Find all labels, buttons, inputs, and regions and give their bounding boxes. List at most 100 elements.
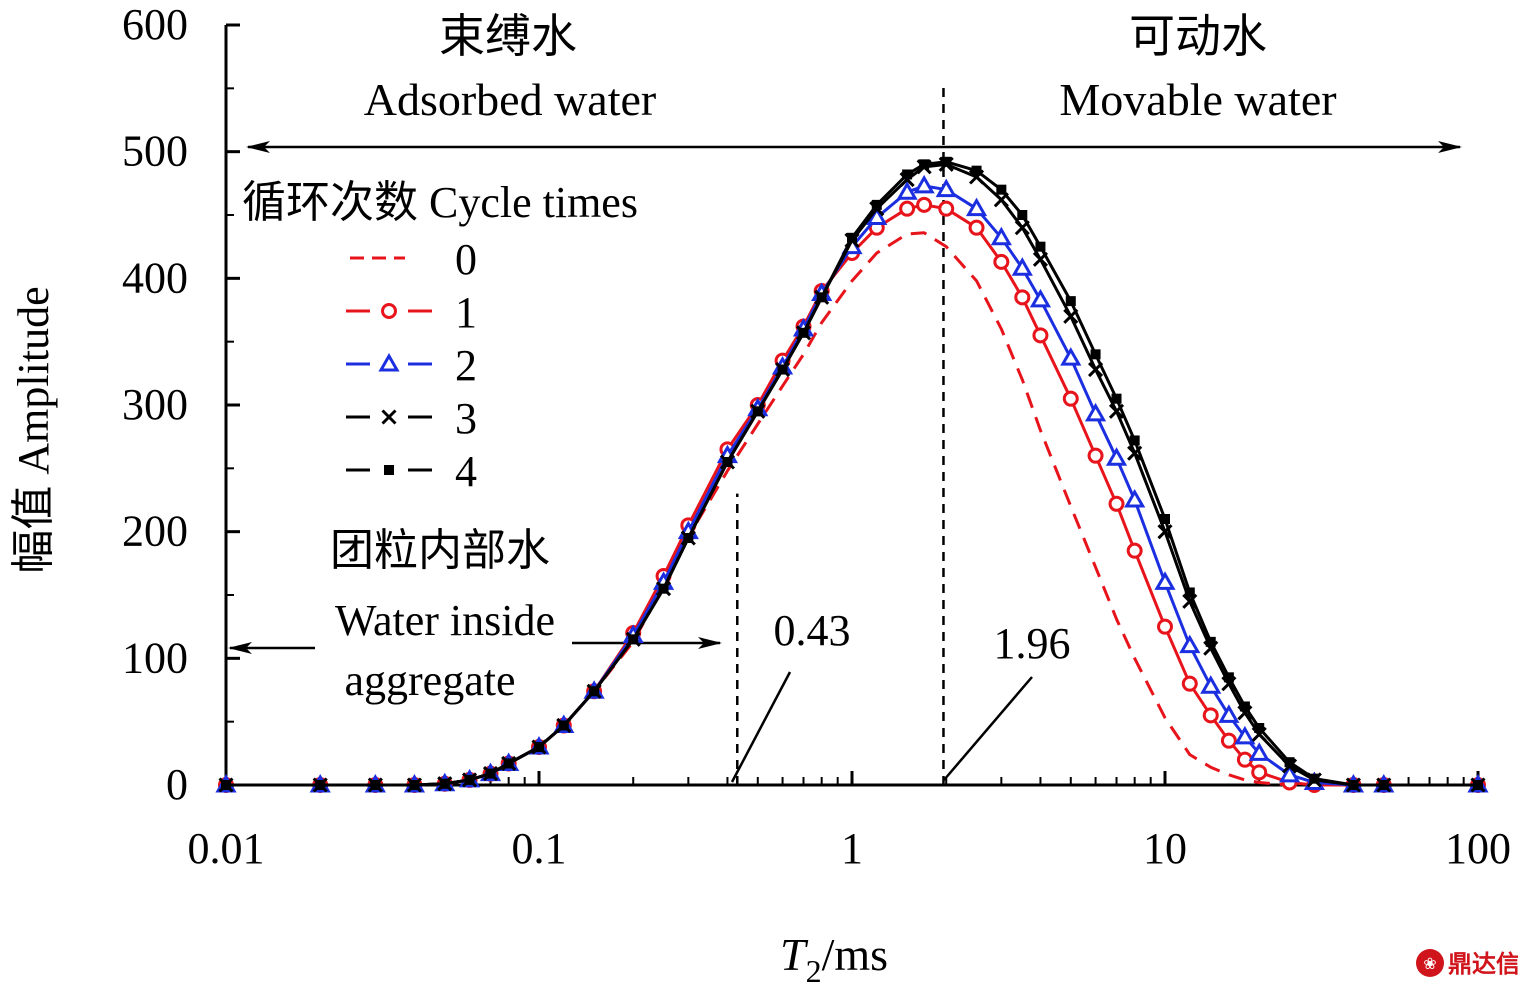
data-point xyxy=(847,232,857,243)
data-point xyxy=(1160,514,1170,524)
data-point xyxy=(722,457,733,467)
data-point xyxy=(1220,732,1237,749)
data-point xyxy=(1248,742,1270,761)
threshold-label: 0.43 xyxy=(774,606,851,655)
y-tick-label: 100 xyxy=(122,633,188,682)
inside-water-cn: 团粒内部水 xyxy=(330,526,550,575)
data-point xyxy=(1239,701,1250,712)
data-point xyxy=(1032,327,1049,344)
y-tick-label: 0 xyxy=(166,760,188,809)
data-point xyxy=(683,533,694,543)
data-point xyxy=(1254,723,1265,733)
data-point xyxy=(866,206,888,226)
inside-water-en-line1: Water inside xyxy=(335,596,555,645)
data-point xyxy=(993,253,1010,270)
x-tick-label: 100 xyxy=(1445,824,1511,873)
legend-label: 4 xyxy=(455,447,477,496)
x-tick-label: 0.1 xyxy=(512,824,567,873)
data-point xyxy=(409,780,420,790)
data-point xyxy=(896,181,918,200)
movable-water-en: Movable water xyxy=(1059,74,1336,125)
data-point xyxy=(1124,488,1146,508)
data-point xyxy=(370,780,381,790)
data-point xyxy=(1218,704,1240,723)
x-tick-label: 1 xyxy=(841,824,863,873)
data-point xyxy=(1090,349,1101,360)
data-point xyxy=(1035,241,1046,252)
inside-water-en-line2: aggregate xyxy=(345,656,516,705)
y-tick-label: 300 xyxy=(122,380,188,429)
data-point xyxy=(1184,587,1195,598)
y-tick-label: 200 xyxy=(122,507,188,556)
data-point xyxy=(1105,447,1128,466)
legend-marker xyxy=(378,352,400,372)
x-axis-label-unit: /ms xyxy=(822,929,888,980)
data-point xyxy=(1181,675,1198,692)
data-point xyxy=(1251,764,1268,781)
data-point xyxy=(1378,780,1389,790)
data-point xyxy=(1065,296,1076,307)
data-point xyxy=(816,292,827,303)
data-point xyxy=(1179,634,1201,654)
data-point xyxy=(899,200,916,217)
legend-marker xyxy=(381,303,397,319)
data-point xyxy=(919,159,930,170)
threshold-callout-line xyxy=(943,676,1033,781)
x-axis-label-sub: 2 xyxy=(806,953,822,986)
data-point xyxy=(1348,780,1359,790)
data-point xyxy=(1309,773,1320,784)
series-4 xyxy=(221,156,1483,790)
data-point xyxy=(589,686,600,697)
data-point xyxy=(1108,495,1125,512)
data-point xyxy=(935,178,957,198)
data-point xyxy=(902,169,913,180)
data-point xyxy=(1062,390,1079,407)
adsorbed-water-cn: 束缚水 xyxy=(439,11,577,62)
watermark-logo-mark: ❀ xyxy=(1423,954,1436,973)
legend-label: 3 xyxy=(455,394,477,443)
y-axis-label: 幅值 Amplitude xyxy=(9,286,58,573)
data-point xyxy=(503,758,514,769)
data-point xyxy=(315,780,326,790)
y-tick-label: 500 xyxy=(122,127,188,176)
legend-label: 2 xyxy=(455,341,477,390)
data-point xyxy=(1205,636,1216,647)
watermark-logo xyxy=(1416,949,1444,977)
y-tick-label: 400 xyxy=(122,253,188,302)
data-point xyxy=(1202,707,1219,724)
movable-water-cn: 可动水 xyxy=(1129,11,1267,62)
data-point xyxy=(1111,393,1122,404)
legend-item: 3 xyxy=(346,394,477,443)
adsorbed-water-en: Adsorbed water xyxy=(364,74,657,125)
legend-title: 循环次数 Cycle times xyxy=(242,178,638,227)
legend-item: 1 xyxy=(346,288,477,337)
data-point xyxy=(464,774,475,785)
data-point xyxy=(485,768,496,779)
series-layer xyxy=(215,156,1489,793)
region-annotations: 束缚水 Adsorbed water 可动水 Movable water 团粒内… xyxy=(228,11,1462,705)
threshold-callout-line xyxy=(730,671,792,783)
data-point xyxy=(1473,780,1483,790)
data-point xyxy=(916,196,933,213)
data-point xyxy=(971,165,982,176)
data-point xyxy=(534,742,544,752)
legend-item: 4 xyxy=(346,447,477,496)
data-point xyxy=(1126,542,1143,559)
data-point xyxy=(798,327,809,338)
data-point xyxy=(1087,447,1104,464)
data-point xyxy=(965,197,988,217)
data-point xyxy=(990,226,1012,246)
data-point xyxy=(1129,435,1140,446)
legend-item: 0 xyxy=(350,235,477,284)
data-point xyxy=(558,720,569,731)
threshold-lines: 0.43 1.96 xyxy=(730,82,1071,785)
data-point xyxy=(777,364,788,375)
data-point xyxy=(439,778,450,789)
data-point xyxy=(1060,347,1082,366)
legend-marker xyxy=(381,409,397,425)
data-point xyxy=(1014,289,1031,306)
data-point xyxy=(221,780,231,790)
